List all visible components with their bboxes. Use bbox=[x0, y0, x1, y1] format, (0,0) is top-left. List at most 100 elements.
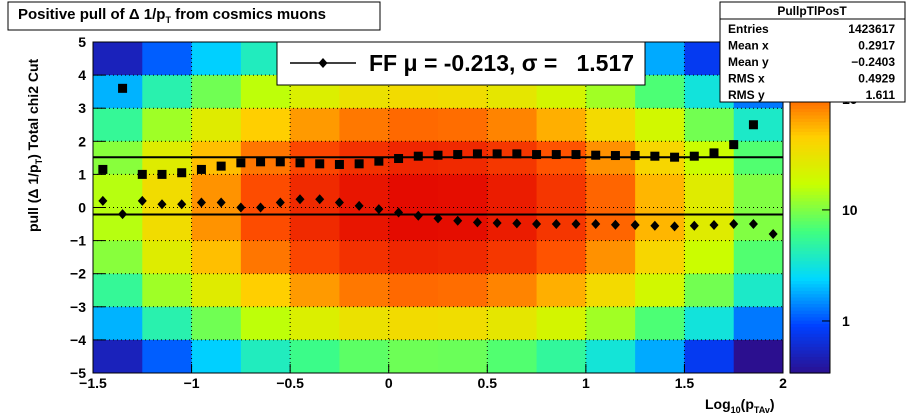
y-tick-label: 2 bbox=[78, 133, 86, 149]
heat-cell bbox=[240, 240, 291, 275]
heat-cell bbox=[438, 273, 488, 308]
square-marker bbox=[275, 157, 285, 167]
heat-cell bbox=[290, 339, 340, 374]
square-marker bbox=[98, 164, 108, 174]
heat-cell bbox=[388, 240, 439, 275]
heat-cell bbox=[635, 207, 685, 242]
heat-cell bbox=[536, 306, 587, 341]
heat-cell bbox=[191, 207, 242, 242]
heat-cell bbox=[339, 207, 390, 242]
square-marker bbox=[630, 151, 640, 161]
heat-cell bbox=[733, 339, 784, 374]
palette-band bbox=[790, 339, 830, 344]
heat-cell bbox=[487, 108, 538, 142]
diamond-marker bbox=[630, 220, 640, 231]
diamond-marker bbox=[433, 213, 443, 224]
diamond-marker bbox=[689, 220, 699, 231]
diamond-marker bbox=[650, 220, 660, 231]
square-marker bbox=[532, 150, 542, 160]
palette-band bbox=[790, 207, 830, 212]
heat-cell bbox=[585, 273, 636, 308]
y-axis-label-part: ) Total chi2 Cut bbox=[25, 58, 41, 158]
diamond-marker bbox=[374, 204, 384, 215]
y-tick-label: −4 bbox=[70, 332, 86, 348]
heat-cell bbox=[142, 339, 193, 374]
diamond-marker bbox=[709, 220, 719, 231]
stats-value: 1423617 bbox=[848, 22, 895, 36]
palette-band bbox=[790, 118, 830, 123]
palette-band bbox=[790, 157, 830, 162]
square-marker bbox=[492, 149, 502, 159]
square-marker bbox=[610, 151, 620, 161]
palette-band bbox=[790, 253, 830, 258]
square-marker bbox=[118, 83, 128, 93]
heat-cell bbox=[388, 306, 439, 341]
heat-cell bbox=[635, 339, 685, 374]
palette-band bbox=[790, 303, 830, 308]
x-tick-label: 1 bbox=[582, 375, 590, 391]
palette-band bbox=[790, 260, 830, 265]
heat-cell bbox=[635, 240, 685, 275]
palette-band bbox=[790, 128, 830, 132]
square-marker bbox=[689, 151, 699, 161]
diamond-marker bbox=[729, 219, 739, 230]
heat-cell bbox=[191, 42, 242, 76]
diamond-marker bbox=[137, 195, 147, 206]
heat-cell bbox=[142, 42, 193, 76]
diamond-marker bbox=[98, 195, 108, 206]
square-marker bbox=[709, 148, 719, 158]
palette-band bbox=[790, 194, 830, 199]
palette-band bbox=[790, 144, 830, 149]
palette-band bbox=[790, 114, 830, 119]
diamond-marker bbox=[177, 199, 187, 210]
heat-cell bbox=[733, 240, 784, 275]
heat-cell bbox=[635, 273, 685, 308]
heat-cell bbox=[142, 108, 193, 142]
palette-band bbox=[790, 187, 830, 192]
palette-band bbox=[790, 270, 830, 275]
diamond-marker bbox=[354, 200, 364, 211]
heat-cell bbox=[684, 306, 735, 341]
x-axis-label-part: TAv bbox=[754, 405, 770, 415]
y-tick-label: 0 bbox=[78, 200, 86, 216]
heat-cell bbox=[339, 108, 390, 142]
palette-band bbox=[790, 171, 830, 175]
heat-cell bbox=[438, 240, 488, 275]
heat-cell bbox=[142, 75, 193, 109]
x-tick-label: −1.5 bbox=[79, 375, 107, 391]
heat-cell bbox=[93, 306, 143, 341]
palette-band bbox=[790, 177, 830, 182]
title-box bbox=[7, 1, 381, 31]
x-tick-label: −0.5 bbox=[276, 375, 304, 391]
heat-cell bbox=[536, 108, 587, 142]
heat-cell bbox=[240, 306, 291, 341]
palette-band bbox=[790, 306, 830, 311]
diamond-marker bbox=[157, 199, 167, 210]
heat-cell bbox=[240, 273, 291, 308]
palette-band bbox=[790, 326, 830, 331]
diamond-marker bbox=[315, 194, 325, 205]
palette-band bbox=[790, 290, 830, 295]
palette-band bbox=[790, 233, 830, 238]
palette-band bbox=[790, 147, 830, 152]
heat-cell bbox=[290, 273, 340, 308]
square-marker bbox=[334, 159, 344, 169]
heat-cell bbox=[142, 273, 193, 308]
x-tick-label: 2 bbox=[779, 375, 787, 391]
square-marker bbox=[295, 158, 305, 168]
heat-cell bbox=[684, 339, 735, 374]
heat-cell bbox=[635, 306, 685, 341]
palette-band bbox=[790, 363, 830, 367]
square-marker bbox=[472, 149, 482, 159]
palette-band bbox=[790, 353, 830, 358]
heat-cell bbox=[536, 339, 587, 374]
heat-cell bbox=[191, 306, 242, 341]
palette-band bbox=[790, 283, 830, 288]
x-axis-label-part: (p bbox=[741, 396, 754, 412]
x-tick-label: −1 bbox=[184, 375, 200, 391]
stats-key: Mean y bbox=[728, 55, 769, 69]
heat-cell bbox=[191, 273, 242, 308]
square-marker bbox=[433, 150, 443, 160]
heat-cell bbox=[290, 306, 340, 341]
heat-cell bbox=[487, 339, 538, 374]
